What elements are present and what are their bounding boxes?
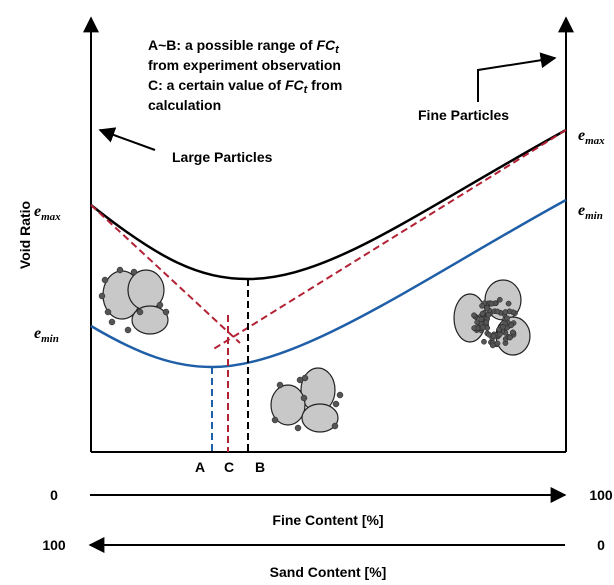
arrows: [88, 52, 567, 553]
fine-axis-start: 0: [50, 487, 58, 503]
particles: [98, 266, 531, 433]
e-min-right: emin: [578, 202, 603, 222]
fine-particle: [471, 312, 477, 319]
fine-particle: [162, 308, 170, 316]
e-min-left: emin: [34, 325, 59, 345]
fine-particle: [336, 391, 344, 399]
fine-particle: [301, 374, 309, 382]
fine-particle: [494, 308, 501, 315]
fine-particle: [490, 333, 497, 340]
sand-axis-label: Sand Content [%]: [270, 564, 387, 580]
fine-particle: [485, 312, 492, 318]
fine-particles-label: Fine Particles: [418, 107, 509, 123]
fine-particle: [300, 394, 308, 402]
fine-particle: [471, 325, 478, 331]
fine-particle: [483, 319, 490, 326]
fine-particle: [294, 424, 302, 432]
annotation-line: from experiment observation: [148, 57, 341, 73]
fine-particle: [489, 342, 496, 349]
fine-particle: [104, 308, 112, 316]
fine-particle: [496, 296, 503, 303]
fine-particle: [479, 302, 485, 309]
fine-particle: [499, 324, 506, 330]
fine-particle: [479, 324, 486, 331]
point-label: A: [195, 459, 205, 475]
fine-particle: [496, 331, 503, 338]
point-label: C: [224, 459, 234, 475]
e-max-right: emax: [578, 127, 605, 147]
annotation-line: A~B: a possible range of FCt: [148, 37, 340, 56]
fine-axis-label: Fine Content [%]: [272, 512, 383, 528]
sand-axis-start: 100: [42, 537, 66, 553]
fine-particle: [331, 422, 339, 430]
fine-particle: [130, 268, 138, 276]
annotation-line: calculation: [148, 97, 221, 113]
fine-axis-end: 100: [589, 487, 613, 503]
fine-particle: [116, 266, 124, 274]
fine-particle: [101, 276, 109, 284]
fine-particle: [502, 309, 509, 315]
fine-particle: [484, 305, 490, 311]
fine-particle: [124, 326, 132, 334]
point-label: B: [255, 459, 265, 475]
fine-particle: [505, 300, 512, 307]
fine-particle: [271, 416, 279, 424]
fine-particle: [332, 400, 340, 408]
dashed-lines: [90, 129, 567, 452]
fine-particle: [508, 322, 514, 329]
sand-axis-end: 0: [597, 537, 605, 553]
axes: [83, 16, 574, 453]
fine-particle: [276, 381, 284, 389]
annotation-line: C: a certain value of FCt from: [148, 77, 342, 96]
fine-particle: [98, 292, 106, 300]
fine-particle: [481, 338, 487, 345]
y-axis-label: Void Ratio: [17, 201, 33, 269]
e-max-left: emax: [34, 203, 61, 223]
fine-particle: [478, 316, 485, 323]
fine-particle: [488, 300, 495, 307]
fine-particle: [108, 318, 116, 326]
fine-particle: [136, 308, 144, 316]
fine-particle: [507, 334, 513, 341]
emax-curve: [90, 128, 567, 281]
fine-particle: [479, 310, 486, 317]
large-particles-label: Large Particles: [172, 149, 273, 165]
fine-particle: [510, 329, 516, 336]
fine-particle: [156, 301, 164, 309]
fine-particle: [494, 340, 501, 347]
emin-curve: [90, 198, 567, 369]
fine-particle: [474, 319, 481, 326]
